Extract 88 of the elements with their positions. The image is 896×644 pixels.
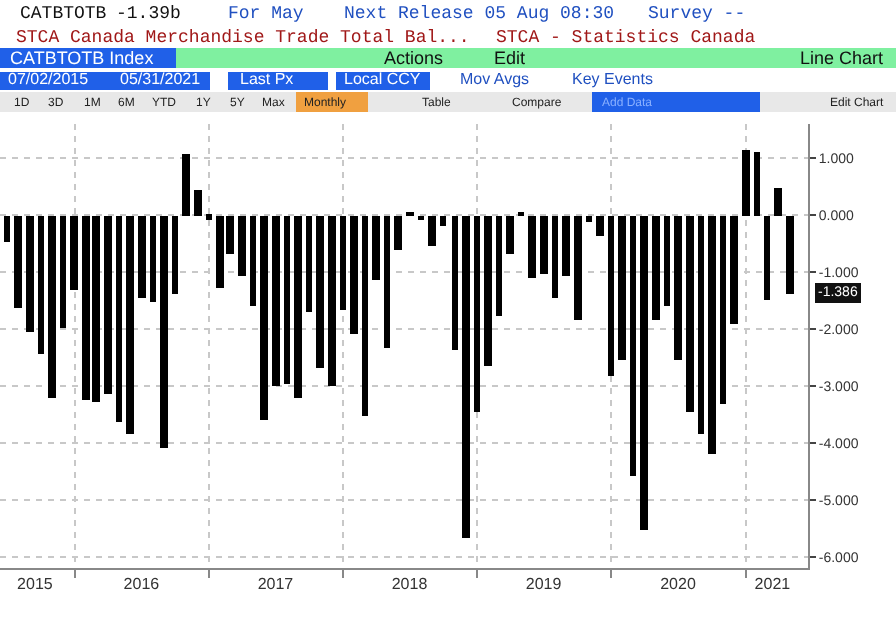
bar [26,216,34,332]
bar [126,216,134,434]
bar [528,216,536,278]
bar [428,216,436,246]
bar [206,214,212,220]
text: Key Events [572,70,653,88]
bar [640,216,648,530]
bar [362,216,368,416]
text: For May [228,4,305,24]
bar [618,216,626,360]
x-tick-label: 2018 [391,575,429,594]
bar [742,150,750,216]
bar [306,216,312,312]
text: Actions [384,48,445,68]
bar [172,216,178,294]
text: Edit [494,48,527,68]
bar [686,216,694,412]
bar [664,216,670,306]
bar [652,216,660,320]
bar [260,216,268,420]
bar [48,216,56,398]
bar [540,216,548,274]
text: Line Chart [800,48,885,68]
bar [116,216,122,422]
bar [730,216,738,324]
bar [138,216,146,298]
x-tick-label: 2019 [525,575,563,594]
text: CATBTOTB Index [10,48,155,68]
bar [698,216,704,434]
bar [440,216,446,226]
bar [238,216,246,276]
bar [182,154,190,216]
bar [194,190,202,216]
text: Last Px [240,70,294,88]
bar [708,216,716,454]
bar [250,216,256,306]
x-tick-label: 2021 [754,575,792,594]
bar [774,188,782,216]
text: -1.39b [116,4,181,24]
bar [372,216,380,280]
x-tick-label: 2020 [660,575,697,594]
bar [452,216,458,350]
text: Mov Avgs [460,70,530,88]
bar [14,216,22,308]
bar [496,216,502,316]
bar [552,216,558,298]
bar [596,216,604,236]
bar [608,216,614,376]
bar [764,216,770,300]
bar [586,216,592,222]
bar [272,216,280,386]
bar [4,216,10,242]
bar [474,216,480,412]
text: Survey -- [648,4,746,24]
text: CATBTOTB [20,4,108,24]
text: 05/31/2021 [120,70,202,88]
chart-subtitle: STCA - Statistics Canada [496,28,757,48]
bar [150,216,156,302]
text: Next Release 05 Aug 08:30 [344,4,615,24]
bar [284,216,290,384]
bar [294,216,302,398]
x-tick-label: 2017 [257,575,295,594]
text: Local CCY [344,70,422,88]
bar [506,216,514,254]
bar [574,216,582,320]
text: 07/02/2015 [8,70,90,88]
bar [484,216,492,366]
bar [562,216,570,276]
bar [70,216,78,290]
bar [754,152,760,216]
bar [350,216,358,334]
bar [786,216,794,294]
bar [384,216,390,348]
x-tick-label: 2015 [17,575,54,594]
bar [340,216,346,310]
bar [60,216,66,328]
bar [38,216,44,354]
bar [104,216,112,394]
bar [316,216,324,368]
chart-title: STCA Canada Merchandise Trade Total Bal... [16,28,470,48]
bar [630,216,636,476]
bar [160,216,168,448]
bar [394,216,402,250]
bar [328,216,336,386]
bar [462,216,470,538]
bar [674,216,682,360]
bar [720,216,726,404]
x-tick-label: 2016 [123,575,161,594]
